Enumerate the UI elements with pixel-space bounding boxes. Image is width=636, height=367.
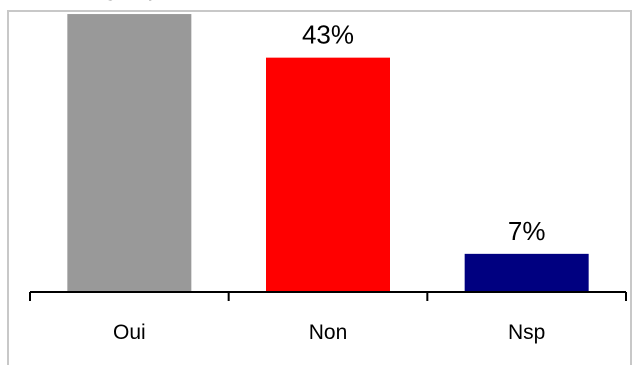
data-label-nsp: 7% [508, 216, 546, 246]
x-tick-label-oui: Oui [113, 321, 146, 344]
data-label-non: 43% [302, 20, 354, 50]
data-label-oui: 51% [103, 0, 155, 6]
x-tick-label-non: Non [309, 321, 348, 344]
x-tick-label-nsp: Nsp [508, 321, 545, 344]
x-axis: Oui Non Nsp [29, 291, 627, 344]
bar-nsp [464, 253, 589, 292]
bars-layer [67, 14, 589, 293]
data-labels-layer: 51% 43% 7% [103, 0, 545, 246]
bar-oui [67, 14, 192, 293]
chart-frame [7, 10, 632, 365]
bar-non [266, 57, 390, 293]
